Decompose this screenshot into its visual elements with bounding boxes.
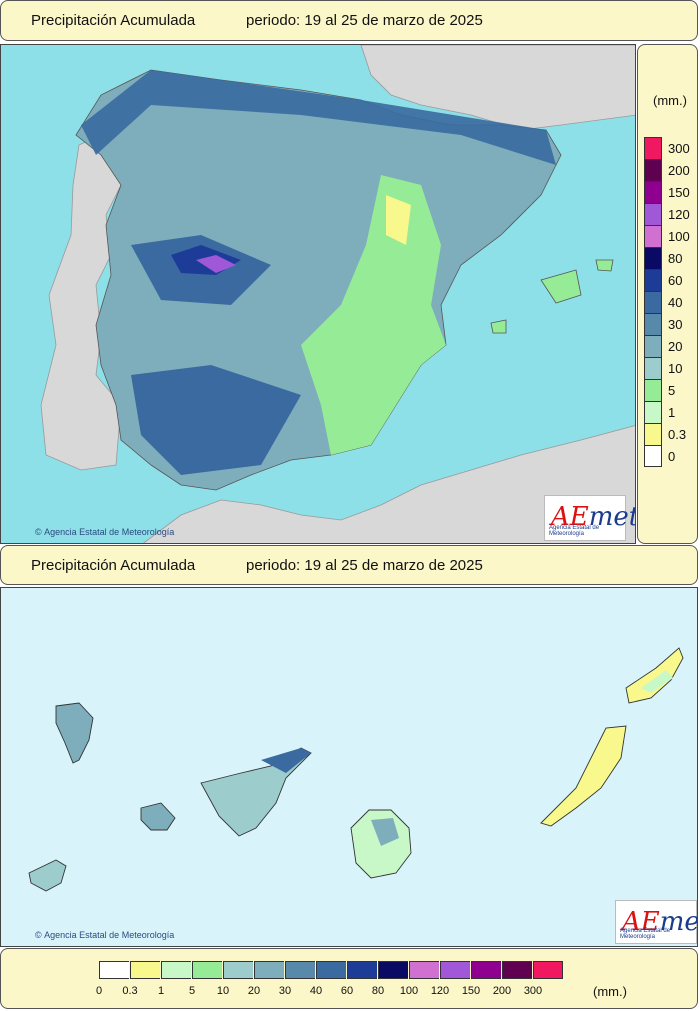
- hlegend-swatch-300: [533, 961, 563, 979]
- legend-swatch-80: [644, 247, 662, 269]
- hlegend-swatch-1: [161, 961, 191, 979]
- map-period: periodo: 19 al 25 de marzo de 2025: [246, 12, 483, 29]
- legend-swatch-40: [644, 291, 662, 313]
- legend-label: 0.3: [668, 427, 687, 442]
- legend-label: 0: [668, 449, 676, 464]
- canary-aemet-logo: AEmet Agencia Estatal de Meteorología: [615, 900, 697, 944]
- legend-swatch-30: [644, 313, 662, 335]
- hlegend-swatch-30: [285, 961, 315, 979]
- legend-label: 150: [668, 185, 690, 200]
- hlegend-swatch-20: [254, 961, 284, 979]
- legend-swatch-10: [644, 357, 662, 379]
- hlegend-label: 40: [309, 985, 323, 997]
- legend-swatch-150: [644, 181, 662, 203]
- horizontal-legend-units: (mm.): [593, 984, 627, 999]
- legend-swatch-200: [644, 159, 662, 181]
- legend-label: 20: [668, 339, 683, 354]
- vertical-legend: (mm.) 300 200 150 120 100 80 60 40 30 20 10 5 1 0.3 0: [637, 44, 698, 544]
- fuerteventura: [540, 725, 627, 827]
- legend-swatch-5: [644, 379, 662, 401]
- ibiza: [490, 319, 507, 334]
- tenerife-north: [261, 748, 311, 773]
- el-hierro: [28, 859, 67, 892]
- north-band: [81, 70, 556, 165]
- legend-label: 30: [668, 317, 683, 332]
- hlegend-swatch-80: [378, 961, 408, 979]
- hlegend-label: 20: [247, 985, 261, 997]
- hlegend-swatch-200: [502, 961, 532, 979]
- hlegend-swatch-100: [409, 961, 439, 979]
- legend-label: 120: [668, 207, 690, 222]
- east-dry-area: [301, 175, 446, 455]
- lanzarote-north: [641, 670, 673, 693]
- legend-label: 60: [668, 273, 683, 288]
- horizontal-legend: 0 0.3 1 5 10 20 30 40 60 80 100 120 150 200 300 (mm.): [0, 948, 698, 1009]
- hlegend-label: 10: [216, 985, 230, 997]
- hlegend-label: 300: [523, 985, 543, 997]
- peninsula-map: © Agencia Estatal de Meteorología AEmet …: [0, 44, 636, 544]
- credit-text: © Agencia Estatal de Meteorología: [35, 527, 175, 537]
- top-title-bar: Precipitación Acumulada periodo: 19 al 2…: [0, 0, 698, 41]
- lanzarote: [625, 647, 684, 704]
- map-title: Precipitación Acumulada: [31, 12, 196, 29]
- hlegend-swatch-40: [316, 961, 346, 979]
- hlegend-swatch-0: [99, 961, 129, 979]
- center-extreme: [196, 255, 236, 273]
- hlegend-label: 150: [461, 985, 481, 997]
- legend-swatch-120: [644, 203, 662, 225]
- legend-swatch-1: [644, 401, 662, 423]
- hlegend-swatch-10: [223, 961, 253, 979]
- legend-swatch-0: [644, 445, 662, 467]
- legend-label: 10: [668, 361, 683, 376]
- hlegend-label: 60: [340, 985, 354, 997]
- legend-label: 40: [668, 295, 683, 310]
- la-gomera: [140, 802, 176, 831]
- legend-label: 5: [668, 383, 676, 398]
- legend-swatch-60: [644, 269, 662, 291]
- mallorca: [540, 269, 582, 304]
- hlegend-label: 0: [95, 985, 103, 997]
- hlegend-swatch-0.3: [130, 961, 160, 979]
- hlegend-label: 0.3: [122, 985, 138, 997]
- canary-map-title: Precipitación Acumulada: [31, 557, 196, 574]
- hlegend-label: 120: [430, 985, 450, 997]
- east-very-dry: [386, 195, 411, 245]
- peninsula-map-svg: [1, 45, 635, 543]
- hlegend-swatch-60: [347, 961, 377, 979]
- menorca: [595, 259, 614, 272]
- south-west-band: [131, 365, 301, 475]
- hlegend-label: 30: [278, 985, 292, 997]
- canary-credit-text: © Agencia Estatal de Meteorología: [35, 930, 175, 940]
- hlegend-swatch-120: [440, 961, 470, 979]
- africa-land: [143, 425, 635, 543]
- hlegend-label: 100: [399, 985, 419, 997]
- legend-units: (mm.): [653, 93, 687, 108]
- hlegend-swatch-5: [192, 961, 222, 979]
- bottom-title-bar: Precipitación Acumulada periodo: 19 al 2…: [0, 545, 698, 585]
- gran-canaria-center: [371, 818, 399, 846]
- legend-swatch-300: [644, 137, 662, 159]
- legend-swatch-20: [644, 335, 662, 357]
- legend-label: 100: [668, 229, 690, 244]
- canary-map-period: periodo: 19 al 25 de marzo de 2025: [246, 557, 483, 574]
- hlegend-label: 80: [371, 985, 385, 997]
- la-palma: [55, 702, 94, 764]
- legend-swatch-0.3: [644, 423, 662, 445]
- hlegend-label: 1: [157, 985, 165, 997]
- hlegend-swatch-150: [471, 961, 501, 979]
- hlegend-label: 200: [492, 985, 512, 997]
- legend-label: 1: [668, 405, 676, 420]
- hlegend-label: 5: [188, 985, 196, 997]
- legend-label: 300: [668, 141, 690, 156]
- canary-map: © Agencia Estatal de Meteorología AEmet …: [0, 587, 698, 947]
- legend-label: 200: [668, 163, 690, 178]
- legend-swatch-100: [644, 225, 662, 247]
- aemet-logo: AEmet Agencia Estatal de Meteorología: [544, 495, 635, 541]
- canary-map-svg: [1, 588, 697, 946]
- legend-label: 80: [668, 251, 683, 266]
